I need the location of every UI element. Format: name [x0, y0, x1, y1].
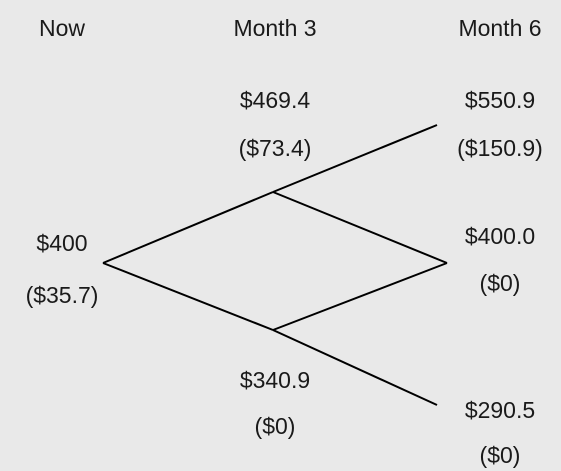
column-header: Month 3: [233, 15, 316, 41]
node-option: ($73.4): [239, 135, 312, 161]
node-option: ($35.7): [26, 282, 99, 308]
node-price: $340.9: [240, 367, 310, 393]
branch: [272, 124, 438, 193]
column-header: Month 6: [458, 15, 541, 41]
branch: [272, 191, 448, 264]
node-price: $469.4: [240, 87, 311, 113]
branch: [102, 191, 274, 264]
branch: [102, 262, 274, 331]
node-option: ($0): [480, 270, 521, 296]
column-header: Now: [39, 15, 85, 41]
node-price: $290.5: [465, 397, 535, 423]
node-price: $400: [36, 230, 87, 256]
node-option: ($0): [255, 413, 296, 439]
branch: [272, 262, 448, 331]
node-option: ($0): [480, 442, 521, 468]
node-price: $400.0: [465, 223, 535, 249]
branch: [272, 329, 438, 406]
node-price: $550.9: [465, 87, 535, 113]
node-option: ($150.9): [457, 135, 543, 161]
